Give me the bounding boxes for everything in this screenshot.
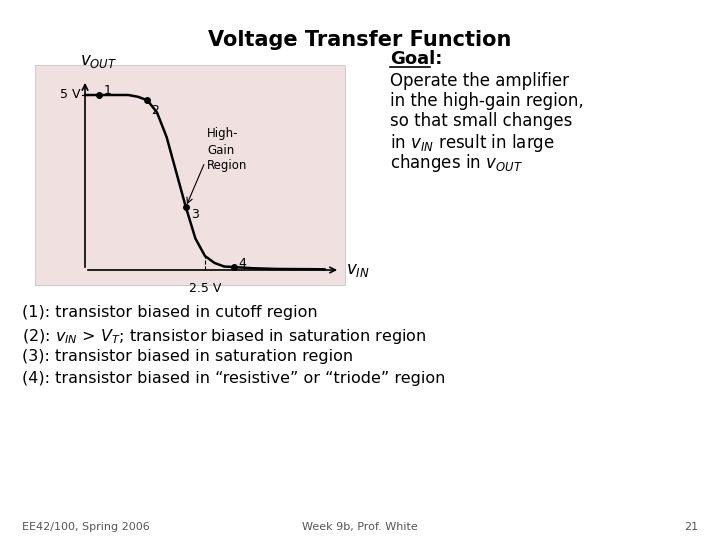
Text: changes in $\mathit{v}_{OUT}$: changes in $\mathit{v}_{OUT}$ [390,152,523,174]
Text: 5 V: 5 V [60,89,80,102]
Text: EE42/100, Spring 2006: EE42/100, Spring 2006 [22,522,150,532]
Text: Week 9b, Prof. White: Week 9b, Prof. White [302,522,418,532]
Text: (3): transistor biased in saturation region: (3): transistor biased in saturation reg… [22,349,353,364]
Text: in $\mathit{v}_{IN}$ result in large: in $\mathit{v}_{IN}$ result in large [390,132,555,154]
Text: 1: 1 [104,84,112,98]
Text: 4: 4 [239,256,247,269]
Text: in the high-gain region,: in the high-gain region, [390,92,584,110]
Text: $\mathit{v}_{IN}$: $\mathit{v}_{IN}$ [346,261,369,279]
Text: $\mathit{v}_{OUT}$: $\mathit{v}_{OUT}$ [80,52,117,70]
Text: Operate the amplifier: Operate the amplifier [390,72,569,90]
Text: 3: 3 [191,208,199,221]
Text: (1): transistor biased in cutoff region: (1): transistor biased in cutoff region [22,305,318,320]
Text: Voltage Transfer Function: Voltage Transfer Function [208,30,512,50]
Text: 2.5 V: 2.5 V [189,282,221,295]
Text: High-
Gain
Region: High- Gain Region [207,127,248,172]
Text: (4): transistor biased in “resistive” or “triode” region: (4): transistor biased in “resistive” or… [22,371,446,386]
Text: so that small changes: so that small changes [390,112,572,130]
Text: 21: 21 [684,522,698,532]
Text: 2: 2 [151,104,159,117]
Text: Goal:: Goal: [390,50,442,68]
Text: (2): $\mathit{v}_{IN}$ > $\mathit{V}_T$; transistor biased in saturation region: (2): $\mathit{v}_{IN}$ > $\mathit{V}_T$;… [22,327,426,346]
FancyBboxPatch shape [35,65,345,285]
